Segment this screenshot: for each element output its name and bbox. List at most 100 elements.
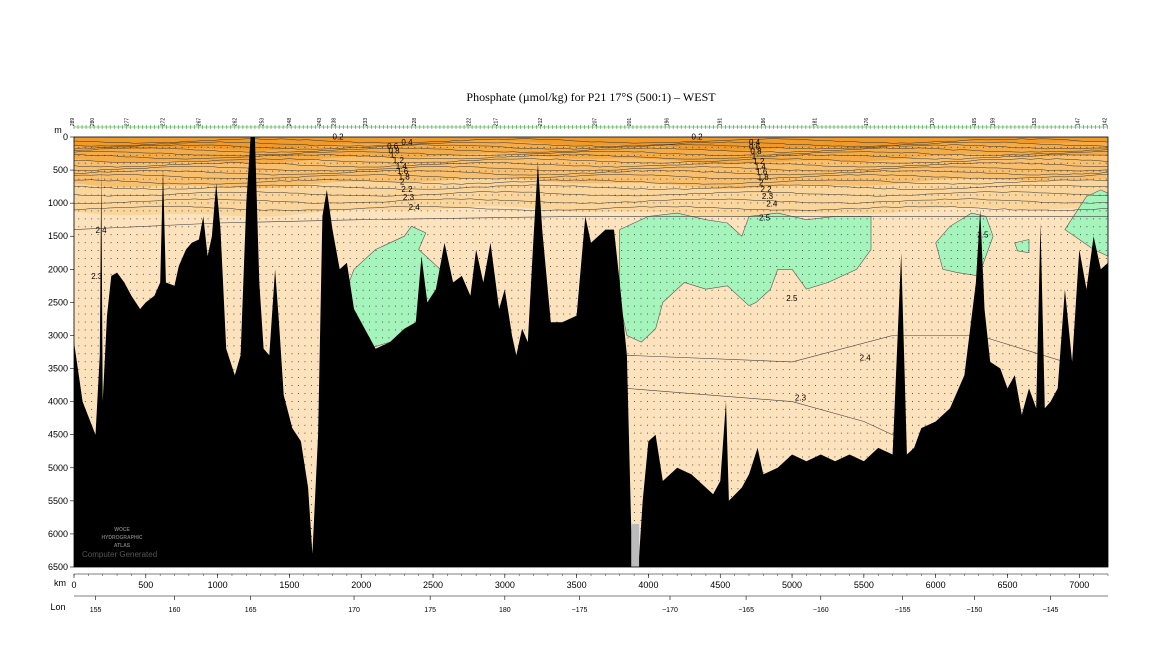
sample-dot: [466, 218, 467, 220]
sample-dot: [311, 535, 312, 537]
sample-dot: [104, 218, 106, 220]
sample-dot: [311, 297, 312, 299]
sample-dot: [640, 186, 642, 188]
sample-dot: [407, 194, 409, 196]
sample-dot: [104, 305, 106, 307]
sample-dot: [595, 146, 597, 148]
sample-dot: [382, 162, 383, 164]
sample-dot: [485, 194, 487, 196]
sample-dot: [679, 186, 681, 188]
sample-dot: [672, 305, 674, 307]
sample-dot: [91, 289, 93, 291]
sample-dot: [311, 186, 312, 188]
sample-dot: [491, 178, 493, 180]
sample-dot: [330, 162, 332, 164]
sample-dot: [265, 258, 267, 259]
sample-dot: [634, 520, 635, 521]
sample-dot: [78, 210, 80, 212]
sample-dot: [543, 218, 545, 220]
sample-dot: [317, 385, 319, 386]
sample-dot: [291, 385, 293, 386]
sample-dot: [524, 226, 526, 228]
sample-dot: [317, 202, 319, 204]
sample-dot: [304, 401, 306, 402]
sample-dot: [511, 186, 513, 188]
sample-dot: [97, 226, 99, 228]
sample-dot: [524, 258, 526, 259]
sample-dot: [272, 289, 274, 291]
sample-dot: [433, 258, 435, 259]
sample-dot: [621, 242, 623, 244]
sample-dot: [78, 154, 80, 156]
sample-dot: [110, 154, 112, 156]
sample-dot: [466, 186, 467, 188]
sample-dot: [265, 234, 267, 236]
sample-dot: [504, 289, 506, 291]
sample-dot: [472, 242, 474, 244]
sample-dot: [375, 242, 377, 244]
sample-dot: [453, 266, 454, 267]
sample-dot: [582, 162, 584, 164]
sample-dot: [97, 258, 99, 259]
sample-dot: [659, 385, 661, 386]
sample-dot: [123, 226, 125, 228]
sample-dot: [627, 345, 629, 347]
sample-dot: [130, 162, 131, 164]
sample-dot: [123, 266, 125, 267]
sample-dot: [672, 408, 674, 410]
sample-dot: [582, 194, 584, 196]
sample-dot: [679, 424, 681, 426]
sample-dot: [556, 321, 558, 323]
sample-dot: [498, 234, 500, 236]
sample-dot: [265, 345, 267, 347]
sample-dot: [291, 313, 293, 315]
sample-dot: [672, 170, 674, 172]
sample-dot: [375, 266, 377, 267]
sample-dot: [369, 226, 370, 228]
sample-dot: [291, 146, 293, 148]
sample-dot: [233, 305, 235, 307]
sample-dot: [104, 154, 106, 156]
sample-dot: [214, 202, 215, 204]
sample-dot: [659, 416, 661, 418]
sample-dot: [343, 250, 345, 251]
sample-dot: [407, 146, 409, 148]
sample-dot: [666, 385, 668, 386]
sample-dot: [647, 170, 648, 172]
sample-dot: [298, 186, 299, 188]
sample-dot: [550, 186, 551, 188]
sample-dot: [349, 146, 351, 148]
sample-dot: [201, 210, 202, 212]
sample-dot: [388, 170, 390, 172]
sample-dot: [601, 218, 603, 220]
sample-dot: [233, 154, 235, 156]
sample-dot: [84, 218, 86, 220]
sample-dot: [388, 281, 390, 283]
sample-dot: [395, 154, 396, 156]
sample-dot: [569, 297, 571, 299]
sample-dot: [575, 281, 577, 283]
sample-dot: [136, 178, 138, 180]
sample-dot: [466, 178, 467, 180]
sample-dot: [679, 154, 681, 156]
sample-dot: [634, 154, 635, 156]
sample-dot: [369, 178, 370, 180]
sample-dot: [433, 194, 435, 196]
sample-dot: [278, 313, 280, 315]
sample-dot: [349, 194, 351, 196]
sample-dot: [362, 218, 364, 220]
sample-dot: [155, 162, 157, 164]
sample-dot: [317, 210, 319, 212]
sample-dot: [304, 170, 306, 172]
sample-dot: [634, 258, 635, 259]
sample-dot: [427, 258, 429, 259]
sample-dot: [91, 361, 93, 363]
sample-dot: [659, 250, 661, 251]
sample-dot: [117, 146, 118, 148]
sample-dot: [395, 146, 396, 148]
sample-dot: [97, 178, 99, 180]
sample-dot: [653, 250, 655, 251]
sample-dot: [601, 210, 603, 212]
sample-dot: [304, 210, 306, 212]
